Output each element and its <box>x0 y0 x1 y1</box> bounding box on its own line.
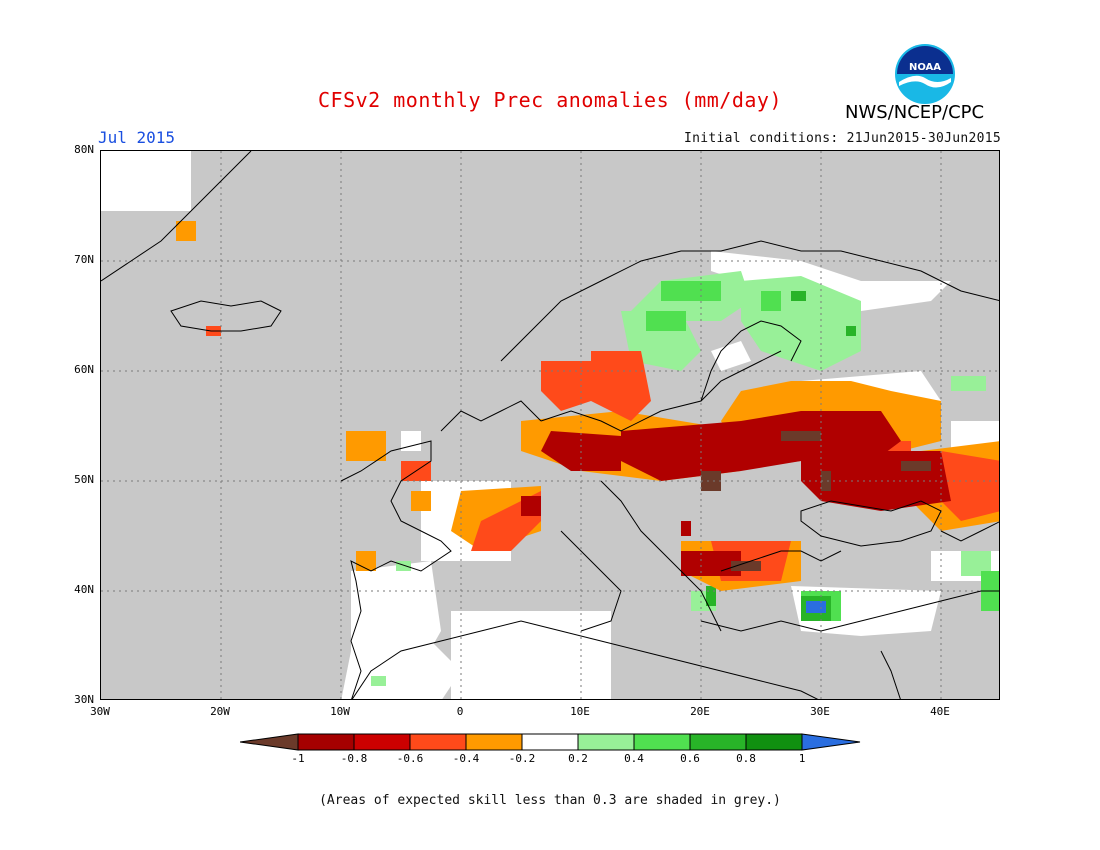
agency-label: NWS/NCEP/CPC <box>845 102 985 123</box>
x-tick-label: 30W <box>90 705 110 718</box>
legend-label: -0.4 <box>452 752 480 765</box>
x-tick-label: 40E <box>930 705 950 718</box>
legend-swatch <box>801 733 861 751</box>
y-tick-label: 70N <box>74 253 94 266</box>
noaa-logo-icon: NOAA <box>893 42 957 106</box>
blue-anomaly-area <box>806 601 826 613</box>
color-legend-bar <box>239 733 862 755</box>
y-tick-label: 50N <box>74 473 94 486</box>
legend-label: -0.6 <box>396 752 424 765</box>
legend-label: 0.4 <box>624 752 644 765</box>
x-tick-label: 0 <box>456 705 464 718</box>
legend-swatch <box>689 733 747 751</box>
legend-swatch <box>353 733 411 751</box>
x-tick-label: 20W <box>210 705 230 718</box>
y-tick-label: 60N <box>74 363 94 376</box>
coastlines <box>101 151 999 699</box>
legend-swatch <box>633 733 691 751</box>
legend-label: 1 <box>798 752 806 765</box>
x-tick-label: 10E <box>570 705 590 718</box>
legend-label: -0.8 <box>340 752 368 765</box>
legend-label: -0.2 <box>508 752 536 765</box>
legend-swatch <box>577 733 635 751</box>
x-tick-label: 20E <box>690 705 710 718</box>
legend-swatch <box>745 733 803 751</box>
legend-swatch <box>297 733 355 751</box>
legend-label: -1 <box>291 752 305 765</box>
initial-conditions: Initial conditions: 21Jun2015-30Jun2015 <box>684 131 1001 146</box>
skill-note: (Areas of expected skill less than 0.3 a… <box>319 793 781 808</box>
legend-label: 0.6 <box>680 752 700 765</box>
y-tick-label: 80N <box>74 143 94 156</box>
page-title: CFSv2 monthly Prec anomalies (mm/day) <box>317 88 783 112</box>
anomaly-map <box>101 151 999 699</box>
legend-swatch <box>521 733 579 751</box>
brown-anomaly-areas <box>701 431 931 571</box>
y-tick-label: 40N <box>74 583 94 596</box>
forecast-month: Jul 2015 <box>98 128 176 147</box>
dark-red-anomaly-areas <box>521 411 951 576</box>
x-tick-label: 30E <box>810 705 830 718</box>
map-panel <box>100 150 1000 700</box>
legend-label: 0.2 <box>568 752 588 765</box>
map-gridlines <box>101 151 999 699</box>
legend-swatch <box>239 733 299 751</box>
legend-label: 0.8 <box>736 752 756 765</box>
legend-swatch <box>465 733 523 751</box>
orange-anomaly-areas <box>176 221 999 591</box>
x-tick-label: 10W <box>330 705 350 718</box>
logo-text: NOAA <box>909 62 941 73</box>
legend-swatch <box>409 733 467 751</box>
y-tick-label: 30N <box>74 693 94 706</box>
